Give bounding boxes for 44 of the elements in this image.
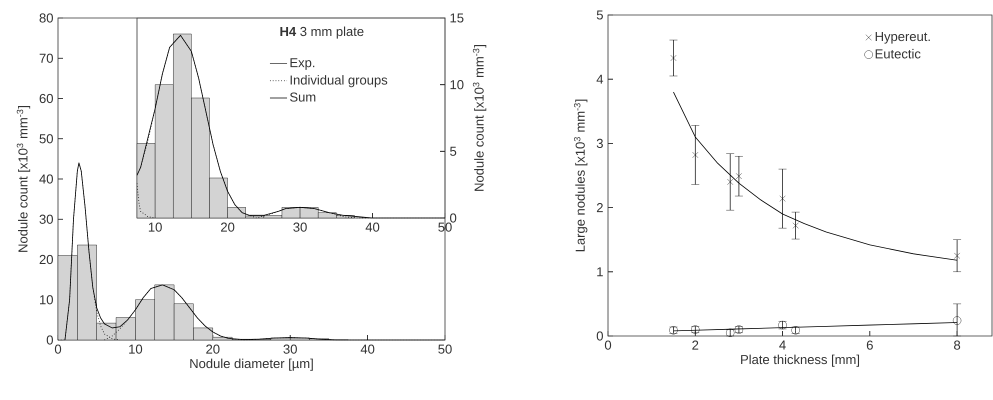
y2-tick-label: 0 xyxy=(450,213,456,223)
x-tick-label: 0 xyxy=(54,344,62,354)
text: H4 3 mm plate xyxy=(280,26,364,39)
legend-label: Individual groups xyxy=(290,75,388,88)
x-tick-label: 20 xyxy=(206,344,220,354)
y-tick-label: 10 xyxy=(40,295,53,304)
x-tick-label: 20 xyxy=(221,222,234,232)
x-axis-title: Nodule diameter [µm] xyxy=(190,358,313,371)
x-tick-label: 4 xyxy=(779,340,786,350)
y-tick-label: 0 xyxy=(596,331,603,341)
y2-tick-label: 15 xyxy=(450,13,464,23)
legend-label: Hypereut. xyxy=(876,32,930,44)
y-tick-label: 30 xyxy=(40,214,53,224)
x-tick-label: 6 xyxy=(866,340,873,350)
y-tick-label: 5 xyxy=(596,10,603,20)
y-tick-label: 2 xyxy=(596,203,603,212)
y-tick-label: 40 xyxy=(39,174,53,184)
y-tick-label: 4 xyxy=(596,74,604,84)
y2-axis-title: Nodule count [x10$^{3}$ mm$^{-3}$] xyxy=(472,45,486,191)
y-tick-label: 1 xyxy=(597,267,603,276)
y2-tick-label: 5 xyxy=(450,146,456,156)
legend-label: Exp. xyxy=(290,58,314,70)
x-tick-label: 30 xyxy=(293,222,307,232)
y-axis-title: Large nodules [x10$^{3}$ mm$^{-3}$] xyxy=(574,100,588,252)
y-axis-title: Nodule count [x10$^{3}$ mm$^{-3}$] xyxy=(16,106,30,252)
legend-label: Sum xyxy=(290,92,316,102)
x-tick-label: 0 xyxy=(604,340,612,350)
legend-label: Eutectic xyxy=(876,48,921,58)
x-tick-label: 40 xyxy=(360,344,374,354)
x-tick-label: 10 xyxy=(129,344,142,354)
y-tick-label: 3 xyxy=(596,138,603,148)
x-tick-label: 10 xyxy=(148,222,162,232)
x-tick-label: 30 xyxy=(283,344,297,354)
x-tick-label: 40 xyxy=(366,222,380,232)
y2-tick-label: 10 xyxy=(450,80,464,90)
y-tick-label: 70 xyxy=(40,54,53,63)
x-tick-label: 8 xyxy=(954,340,960,350)
x-tick-label: 2 xyxy=(692,340,698,350)
x-axis-title: Plate thickness [mm] xyxy=(741,354,860,367)
y-tick-label: 50 xyxy=(40,134,53,144)
y-tick-label: 60 xyxy=(40,94,53,104)
x-tick-label: 50 xyxy=(438,344,452,354)
y-tick-label: 20 xyxy=(40,254,53,264)
y-tick-label: 80 xyxy=(40,13,53,23)
